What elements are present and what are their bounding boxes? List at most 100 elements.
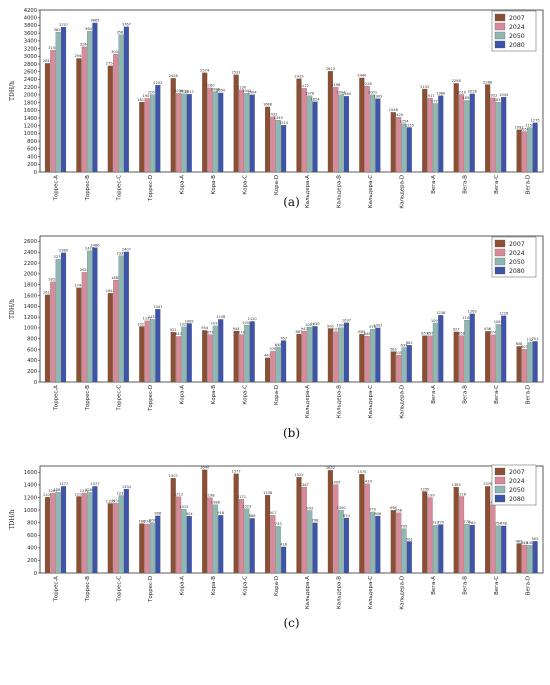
bar-value-label: 878	[238, 330, 246, 334]
y-tick-label: 1000	[24, 508, 37, 514]
bar-2024	[521, 131, 527, 173]
bar-value-label: 505	[532, 537, 539, 541]
bar-2024	[458, 496, 465, 574]
bar-value-label: 1054	[242, 321, 252, 325]
bar-2024	[144, 523, 150, 574]
bar-2050	[401, 347, 407, 383]
bar-2007	[516, 543, 522, 574]
bar-value-label: 607	[521, 345, 528, 349]
y-tick-label: 600	[27, 347, 37, 353]
legend-label: 2024	[509, 250, 525, 257]
bar-value-label: 751	[532, 337, 539, 341]
bar-2080	[501, 96, 507, 173]
bar-value-label: 1000	[337, 506, 347, 510]
bar-2050	[118, 255, 124, 383]
bar-value-label: 501	[406, 537, 413, 541]
bar-2050	[55, 32, 61, 173]
y-tick-label: 3400	[24, 39, 37, 45]
bar-2007	[422, 335, 428, 383]
bar-value-label: 2944	[74, 54, 84, 58]
bar-2024	[176, 93, 182, 173]
bar-value-label: 500	[395, 351, 403, 355]
bar-2050	[149, 522, 156, 574]
bar-2080	[123, 251, 129, 383]
category-label: Торрес-A	[54, 385, 60, 412]
y-tick-label: 1600	[24, 470, 37, 476]
bar-2080	[186, 516, 192, 574]
bar-2024	[113, 503, 119, 574]
bar-value-label: 943	[301, 327, 308, 331]
bar-value-label: 1548	[389, 108, 399, 112]
bar-value-label: 1275	[531, 119, 540, 123]
bar-value-label: 3561	[116, 30, 125, 34]
bar-value-label: 1171	[237, 495, 246, 499]
category-label: Вега-B	[462, 175, 468, 194]
bar-2080	[501, 315, 507, 383]
legend-swatch-2080	[494, 494, 506, 503]
bar-value-label: 2268	[483, 80, 493, 84]
y-tick-label: 2400	[24, 77, 37, 83]
bar-2080	[123, 488, 129, 574]
bar-2080	[60, 486, 67, 574]
bar-2080	[532, 341, 538, 383]
bar-2024	[364, 483, 370, 574]
bar-value-label: 1347	[153, 305, 162, 309]
bar-value-label: 857	[421, 331, 428, 335]
y-tick-label: 1000	[24, 131, 37, 137]
bar-2007	[359, 334, 365, 383]
bar-value-label: 3158	[48, 46, 58, 50]
bar-value-label: 1030	[310, 322, 320, 326]
bar-2024	[81, 272, 87, 383]
category-label: Кора-C	[242, 175, 248, 195]
bar-2007	[390, 510, 396, 574]
bar-2024	[490, 334, 496, 383]
bar-2050	[212, 91, 218, 173]
bar-2024	[113, 279, 119, 383]
y-tick-label: 1200	[24, 124, 37, 130]
y-tick-label: 4000	[24, 16, 37, 22]
bar-2007	[202, 469, 208, 574]
y-tick-label: 400	[27, 546, 37, 552]
bar-2007	[485, 84, 491, 173]
bar-2024	[238, 89, 245, 173]
legend-swatch-2080	[494, 266, 506, 275]
bar-value-label: 1267	[48, 489, 57, 493]
bar-value-label: 778	[463, 520, 471, 524]
y-tick-label: 1400	[24, 304, 37, 310]
category-label: Кора-B	[211, 385, 217, 405]
bar-value-label: 767	[280, 336, 287, 340]
legend-label: 2050	[509, 259, 525, 266]
bar-value-label: 2252	[153, 81, 162, 85]
bar-value-label: 2050	[216, 89, 226, 93]
bar-2050	[244, 508, 250, 574]
legend-label: 2007	[509, 15, 525, 22]
bar-value-label: 1204	[43, 493, 53, 497]
bar-value-label: 958	[395, 509, 403, 513]
bar-2007	[485, 486, 491, 574]
bar-value-label: 1405	[331, 480, 340, 484]
bar-value-label: 1688	[263, 103, 273, 107]
bar-value-label: 908	[154, 512, 162, 516]
bar-value-label: 1097	[342, 318, 351, 322]
bar-value-label: 2407	[122, 248, 131, 252]
bar-value-label: 1215	[279, 121, 288, 125]
bar-2024	[364, 86, 370, 173]
plot-frame	[39, 465, 544, 574]
bar-value-label: 1376	[483, 482, 493, 486]
bar-value-label: 3865	[90, 19, 99, 23]
bar-value-label: 2001	[368, 91, 377, 95]
bar-2050	[212, 325, 218, 383]
bar-2080	[343, 322, 350, 383]
bar-value-label: 1091	[431, 319, 440, 323]
y-axis-label: TDH/h	[9, 299, 16, 319]
bar-value-label: 1238	[263, 491, 273, 495]
bar-value-label: 1027	[137, 322, 146, 326]
y-tick-label: 0	[34, 380, 37, 386]
bar-value-label: 2086	[211, 87, 221, 91]
bar-value-label: 993	[306, 506, 313, 510]
bar-2080	[406, 345, 412, 383]
bar-value-label: 936	[484, 327, 492, 331]
bar-2050	[212, 504, 218, 574]
category-label: Кальдера-C	[368, 385, 374, 418]
bar-value-label: 1522	[294, 473, 303, 477]
